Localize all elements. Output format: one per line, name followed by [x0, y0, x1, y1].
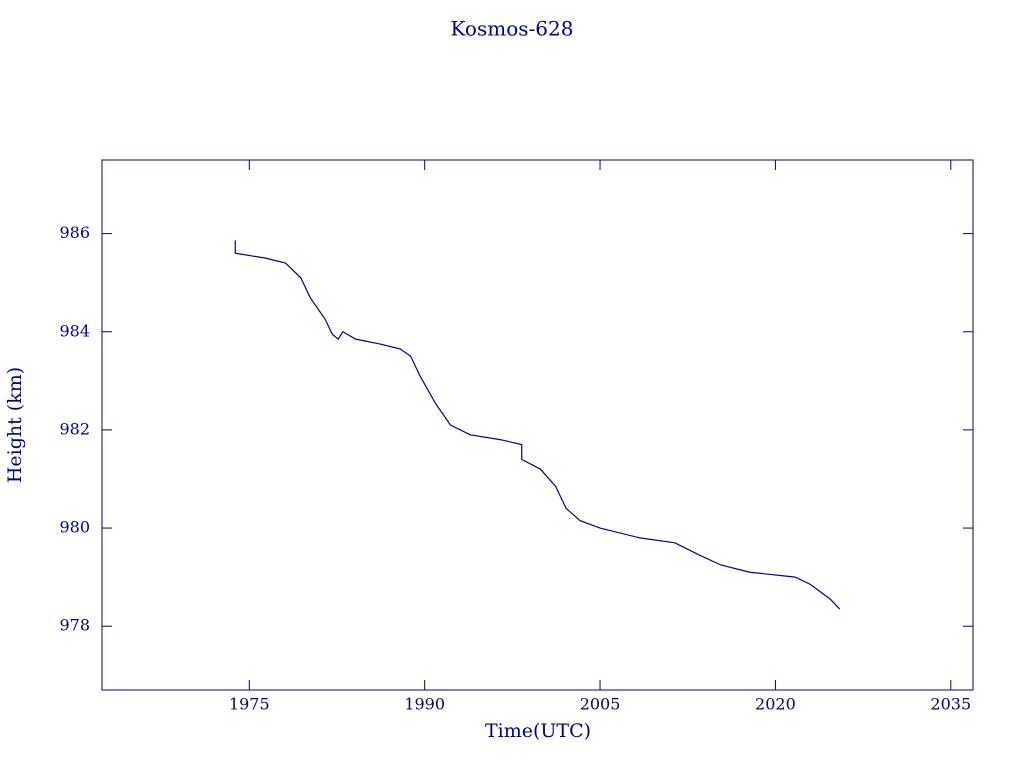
x-tick-label: 2035 [930, 695, 971, 714]
x-axis-label: Time(UTC) [485, 720, 591, 742]
x-tick-label: 1975 [229, 695, 270, 714]
y-tick-label: 978 [59, 616, 90, 635]
chart-title: Kosmos-628 [451, 17, 574, 41]
y-tick-label: 980 [59, 518, 90, 537]
y-tick-label: 984 [59, 321, 90, 340]
data-line [234, 240, 841, 610]
y-tick-label: 986 [59, 223, 90, 242]
x-tick-label: 2020 [755, 695, 796, 714]
plot-frame [101, 159, 974, 691]
x-tick-label: 2005 [580, 695, 621, 714]
y-tick-label: 982 [59, 419, 90, 438]
x-tick-label: 1990 [404, 695, 445, 714]
y-axis-label: Height (km) [4, 367, 26, 483]
